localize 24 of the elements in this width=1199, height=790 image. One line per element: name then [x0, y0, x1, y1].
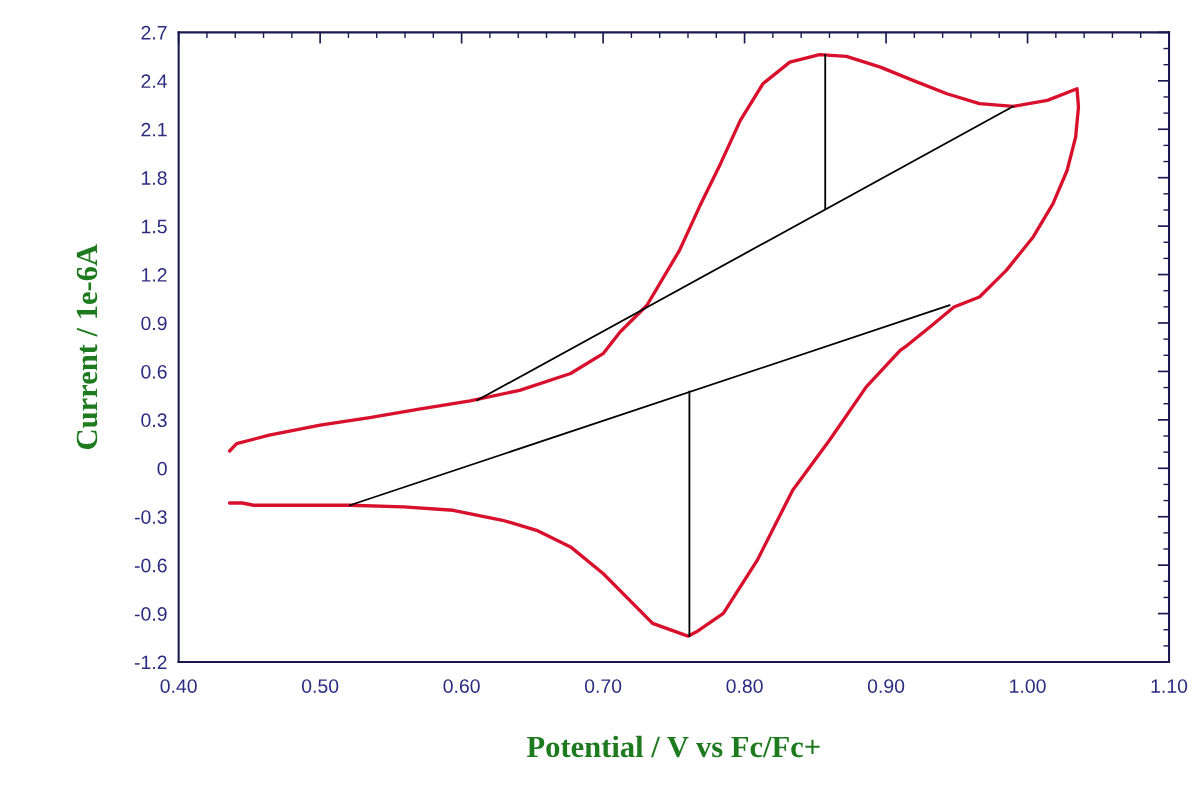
x-tick-label: 0.90	[867, 679, 905, 693]
y-tick-label: 2.7	[141, 25, 167, 40]
x-axis-title: Potential / V vs Fc/Fc+	[527, 735, 820, 758]
x-tick-label: 0.50	[301, 679, 339, 693]
y-tick-label: 0	[157, 461, 167, 476]
y-tick-label: -0.3	[134, 510, 167, 524]
x-tick-label: 0.70	[584, 679, 622, 693]
x-tick-label: 0.60	[443, 679, 480, 693]
x-tick-label: 0.40	[160, 679, 197, 693]
y-axis-title: Current / 1e-6A	[76, 244, 98, 449]
y-tick-label: 0.9	[141, 316, 167, 331]
x-tick-label: 0.80	[726, 679, 763, 693]
y-tick-label: 1.5	[141, 219, 167, 234]
y-tick-label: 2.1	[141, 122, 167, 137]
x-tick-label: 1.10	[1151, 679, 1188, 693]
y-tick-label: 1.2	[141, 268, 167, 282]
y-tick-label: 2.4	[141, 74, 167, 88]
y-tick-label: -0.9	[134, 607, 167, 621]
y-tick-label: 0.6	[141, 364, 167, 379]
y-tick-label: -0.6	[134, 558, 167, 573]
y-tick-label: 0.3	[141, 413, 167, 428]
x-tick-label: 1.00	[1010, 679, 1046, 693]
y-tick-label: 1.8	[141, 171, 167, 185]
y-tick-label: -1.2	[134, 655, 167, 670]
